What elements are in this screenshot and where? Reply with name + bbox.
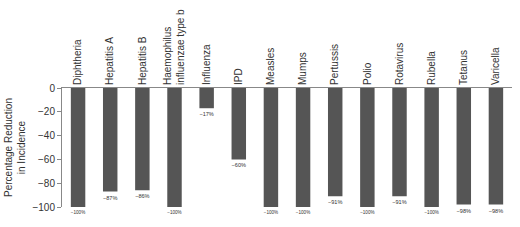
- svg-text:Hepatitis A: Hepatitis A: [104, 37, 115, 85]
- svg-text:Rotavirus: Rotavirus: [394, 43, 405, 85]
- svg-text:Rubella: Rubella: [426, 51, 437, 85]
- svg-text:Percentage Reductionin Inciden: Percentage Reductionin Incidence: [3, 98, 27, 197]
- svg-text:−100%: −100%: [360, 210, 374, 215]
- svg-text:−86%: −86%: [135, 193, 149, 199]
- svg-text:−60%: −60%: [232, 162, 246, 168]
- svg-text:Haemophilusinfluenzae type b: Haemophilusinfluenzae type b: [162, 9, 186, 85]
- svg-text:−100%: −100%: [167, 210, 181, 215]
- svg-text:Pertussis: Pertussis: [329, 44, 340, 85]
- svg-text:Hepatitis B: Hepatitis B: [137, 36, 148, 85]
- svg-text:−100%: −100%: [424, 210, 438, 215]
- svg-text:Polio: Polio: [362, 62, 373, 85]
- svg-text:Measles: Measles: [265, 48, 276, 85]
- svg-text:IPD: IPD: [233, 68, 244, 85]
- svg-text:−98%: −98%: [457, 208, 471, 214]
- svg-text:−20: −20: [38, 106, 55, 117]
- svg-text:−91%: −91%: [328, 199, 342, 205]
- svg-text:−17%: −17%: [199, 111, 213, 117]
- svg-text:−100: −100: [32, 202, 55, 213]
- svg-text:Influenza: Influenza: [201, 44, 212, 85]
- svg-text:Mumps: Mumps: [297, 52, 308, 85]
- svg-text:−98%: −98%: [489, 208, 503, 214]
- svg-text:−80: −80: [38, 178, 55, 189]
- svg-text:−100%: −100%: [264, 210, 278, 215]
- svg-text:Varicella: Varicella: [490, 47, 501, 85]
- svg-text:−91%: −91%: [392, 199, 406, 205]
- svg-text:−100%: −100%: [296, 210, 310, 215]
- svg-text:Diphtheria: Diphtheria: [72, 39, 83, 85]
- svg-text:−100%: −100%: [71, 210, 85, 215]
- svg-text:−87%: −87%: [103, 195, 117, 201]
- svg-text:0: 0: [49, 83, 55, 94]
- svg-text:−60: −60: [38, 154, 55, 165]
- svg-text:Tetanus: Tetanus: [458, 50, 469, 85]
- svg-text:−40: −40: [38, 130, 55, 141]
